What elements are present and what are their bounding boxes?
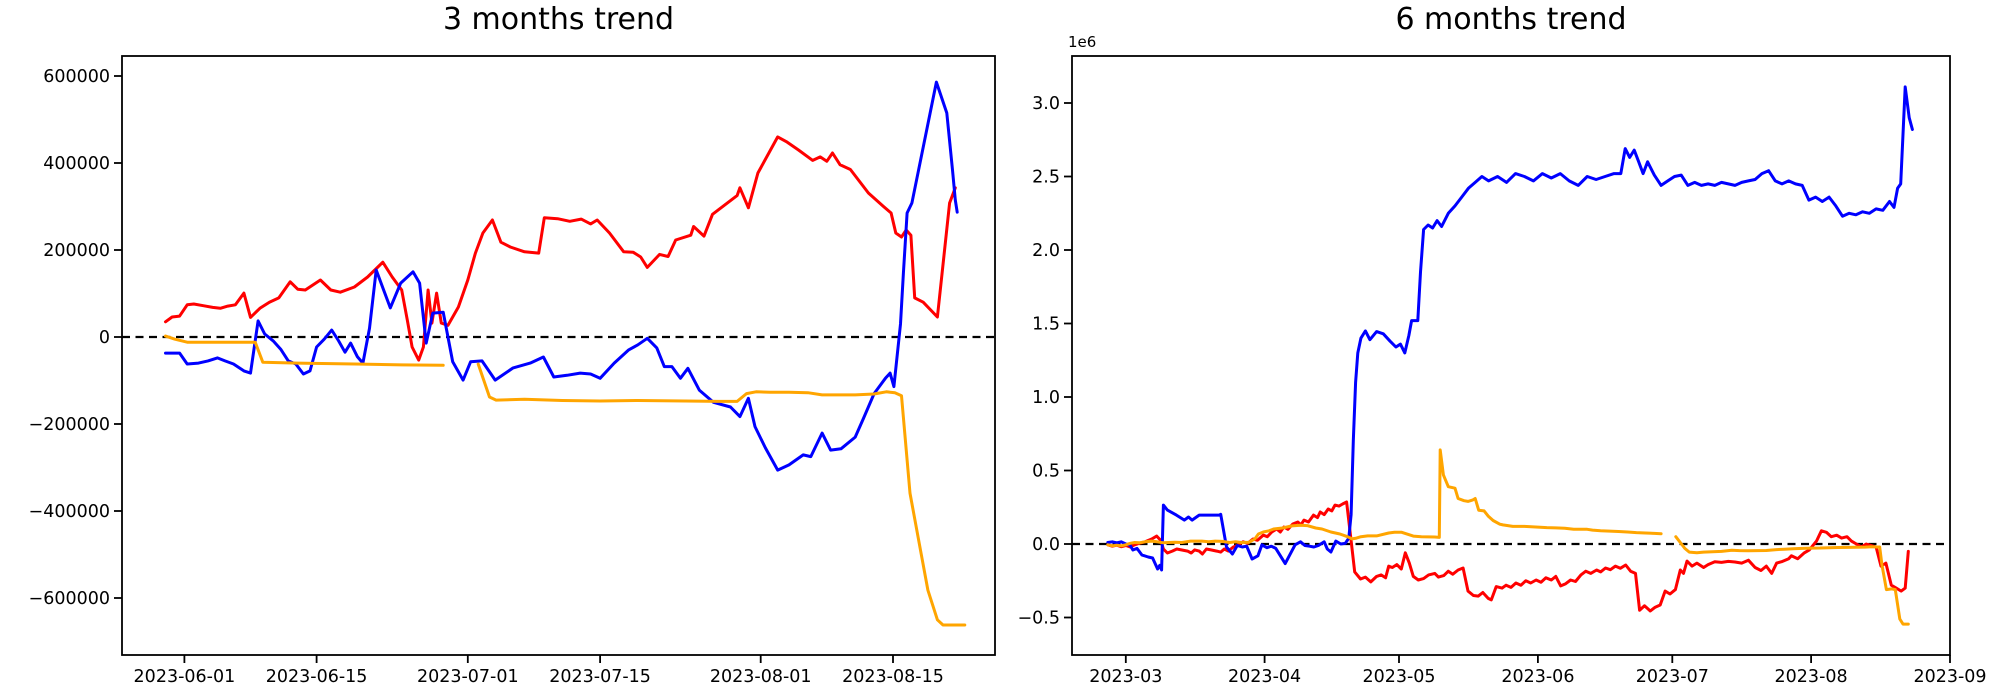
y-tick-label: 3.0	[1032, 94, 1060, 114]
series-line-orange	[1106, 448, 1663, 548]
y-tick-label: 200000	[43, 241, 110, 261]
x-tick-label: 2023-06	[1501, 667, 1574, 687]
x-tick-label: 2023-06-15	[266, 667, 368, 687]
x-tick-label: 2023-03	[1089, 667, 1162, 687]
x-tick-label: 2023-08-01	[710, 667, 812, 687]
series-line-orange	[1674, 535, 1910, 626]
series-line-blue	[164, 80, 959, 472]
y-tick-label: 0.0	[1032, 535, 1060, 555]
series-line-red	[1106, 500, 1910, 613]
chart-left: 2023-06-01 2023-06-15 2023-07-01 2023-07-15…	[29, 55, 996, 687]
series-line-blue	[1106, 85, 1914, 572]
x-tick-label: 2023-09	[1913, 667, 1986, 687]
chart-title-3-months-trend: 3 months trend	[442, 2, 675, 37]
y-tick-label: −600000	[29, 589, 110, 609]
plot-border	[121, 55, 996, 656]
y-tick-label: 1.0	[1032, 388, 1060, 408]
series-line-orange	[164, 334, 445, 367]
y-tick-label: 600000	[43, 67, 110, 87]
chart-right: 2023-03 2023-04 2023-05 2023-06 2023-07 2023-…	[1018, 55, 1987, 687]
y-tick-label: 0	[99, 328, 110, 348]
y-tick-label: 400000	[43, 154, 110, 174]
y-tick-label: 1.5	[1032, 315, 1060, 335]
x-tick-label: 2023-07-15	[549, 667, 651, 687]
x-tick-label: 2023-08	[1775, 667, 1848, 687]
chart-title-6-months-trend: 6 months trend	[1395, 2, 1627, 37]
y-tick-label: 2.0	[1032, 241, 1060, 261]
y-tick-label: 2.5	[1032, 168, 1060, 188]
x-tick-label: 2023-06-01	[134, 667, 236, 687]
x-tick-label: 2023-07	[1636, 667, 1709, 687]
x-tick-label: 2023-08-15	[842, 667, 944, 687]
series-line-orange	[476, 362, 967, 627]
y-tick-label: −0.5	[1018, 609, 1061, 629]
series-line-red	[164, 135, 957, 362]
plot-border	[1071, 55, 1951, 656]
x-tick-label: 2023-07-01	[417, 667, 519, 687]
y-axis-offset-label: 1e6	[1068, 33, 1097, 51]
x-tick-label: 2023-04	[1228, 667, 1301, 687]
y-tick-label: −400000	[29, 502, 110, 522]
x-tick-label: 2023-05	[1362, 667, 1435, 687]
y-tick-label: 0.5	[1032, 462, 1060, 482]
y-tick-label: −200000	[29, 415, 110, 435]
